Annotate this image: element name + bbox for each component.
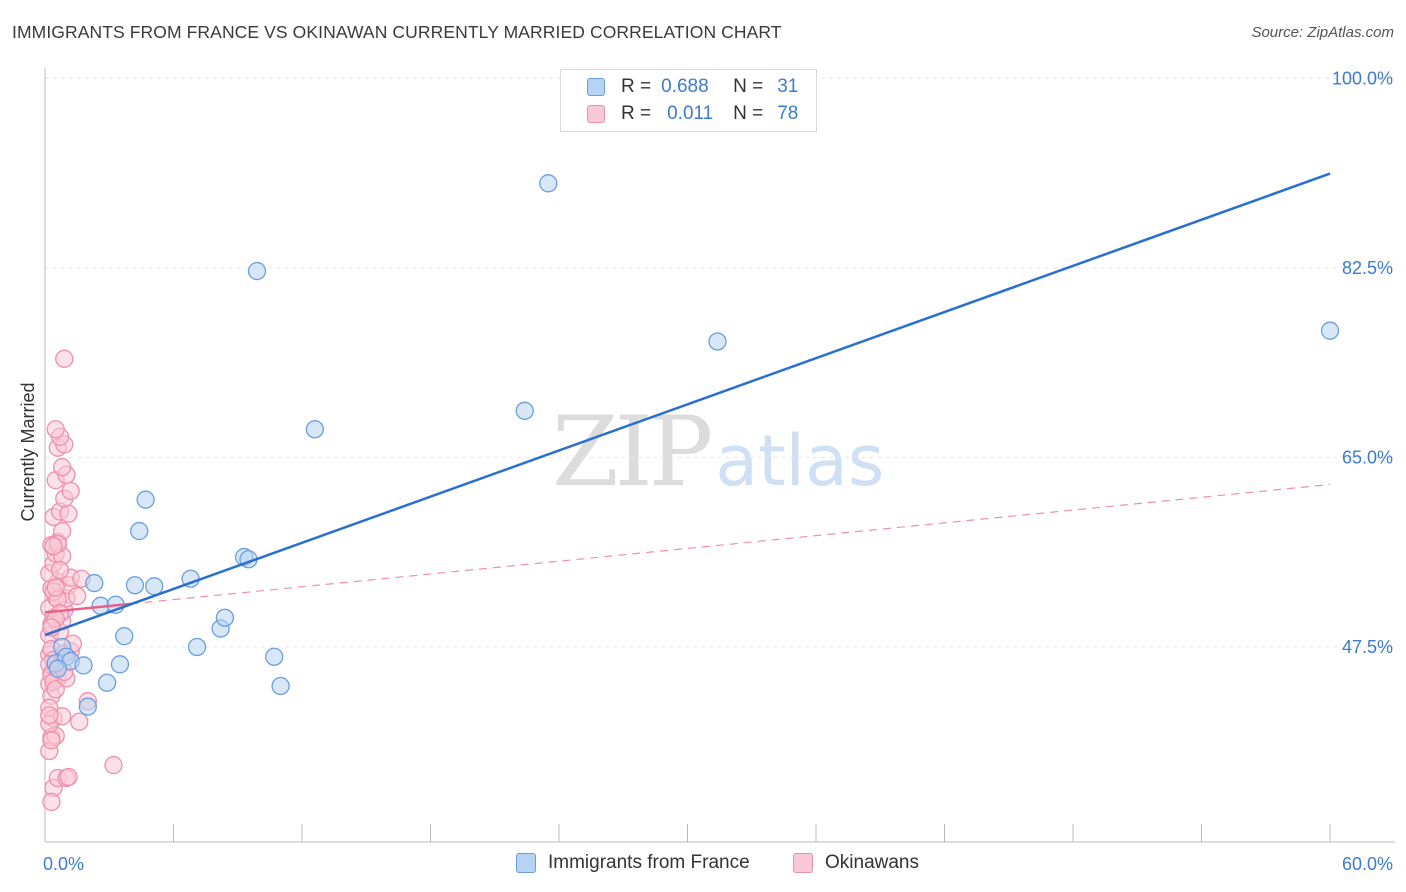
n-label: N = [733, 103, 764, 124]
r-label: R = [621, 103, 652, 124]
france-point [271, 676, 290, 696]
y-tick-label: 82.5% [1342, 258, 1393, 278]
france-point [74, 656, 93, 675]
y-tick-label: 47.5% [1342, 637, 1393, 657]
y-axis-label: Currently Married [18, 382, 38, 521]
okinawans-point [59, 504, 78, 523]
france-legend-icon [516, 853, 536, 873]
okinawans-trend-line-dashed [130, 483, 1331, 605]
okinawans-point [104, 755, 123, 775]
r-value: 0.688 [661, 76, 709, 97]
okinawans-point [44, 537, 63, 556]
okinawans-point [59, 767, 78, 787]
france-point [115, 627, 134, 646]
france-point [305, 420, 325, 439]
france-point [515, 401, 534, 420]
france-point [48, 659, 67, 678]
okinawans-point [70, 712, 89, 731]
stats-row-okinawans: R = 0.011 N = 78 [587, 102, 798, 126]
france-point [145, 577, 164, 596]
legend-label-okinawans: Okinawans [825, 852, 919, 873]
france-point [187, 637, 207, 657]
okinawans-point [46, 578, 65, 597]
legend-item-okinawans: Okinawans [793, 852, 919, 874]
okinawans-point [40, 706, 59, 725]
france-point [78, 697, 97, 716]
okinawans-point [61, 481, 80, 501]
okinawans-point [67, 586, 87, 606]
okinawans-point [46, 420, 65, 439]
france-point [539, 174, 558, 193]
okinawans-point [52, 458, 72, 477]
france-point [97, 673, 117, 692]
n-label: N = [733, 76, 764, 97]
okinawans-point [46, 680, 65, 699]
y-tick-label: 65.0% [1342, 447, 1393, 467]
okinawans-point [42, 792, 61, 812]
source-label: Source: ZipAtlas.com [1251, 24, 1394, 41]
n-value: 31 [777, 76, 799, 97]
okinawans-point [50, 560, 70, 580]
okinawans-point [42, 731, 61, 750]
okinawans-point [55, 349, 74, 368]
france-trend-line [44, 172, 1331, 637]
y-tick-label: 100.0% [1332, 68, 1393, 88]
france-point [247, 261, 267, 281]
france-point [85, 573, 104, 593]
legend-item-france: Immigrants from France [516, 852, 750, 874]
okinawans-trend-line [44, 602, 131, 614]
france-point [136, 490, 155, 509]
stats-row-france: R = 0.688 N = 31 [587, 75, 798, 99]
france-point [125, 576, 145, 595]
stats-legend: R = 0.688 N = 31 R = 0.011 N = 78 [560, 69, 817, 132]
x-tick-label: 0.0% [43, 854, 84, 874]
france-point [708, 332, 727, 351]
france-point [130, 521, 149, 541]
france-point [215, 608, 235, 627]
france-point [1320, 321, 1340, 340]
r-label: R = [621, 76, 652, 97]
r-value: 0.011 [667, 103, 714, 124]
chart-title: IMMIGRANTS FROM FRANCE VS OKINAWAN CURRE… [12, 22, 782, 42]
okinawans-swatch-icon [587, 105, 605, 123]
france-point [265, 647, 284, 666]
france-point [110, 655, 130, 674]
france-swatch-icon [587, 78, 605, 96]
n-value: 78 [777, 103, 799, 124]
x-tick-label: 60.0% [1342, 854, 1393, 874]
okinawans-legend-icon [793, 853, 813, 873]
legend-label-france: Immigrants from France [548, 852, 750, 873]
